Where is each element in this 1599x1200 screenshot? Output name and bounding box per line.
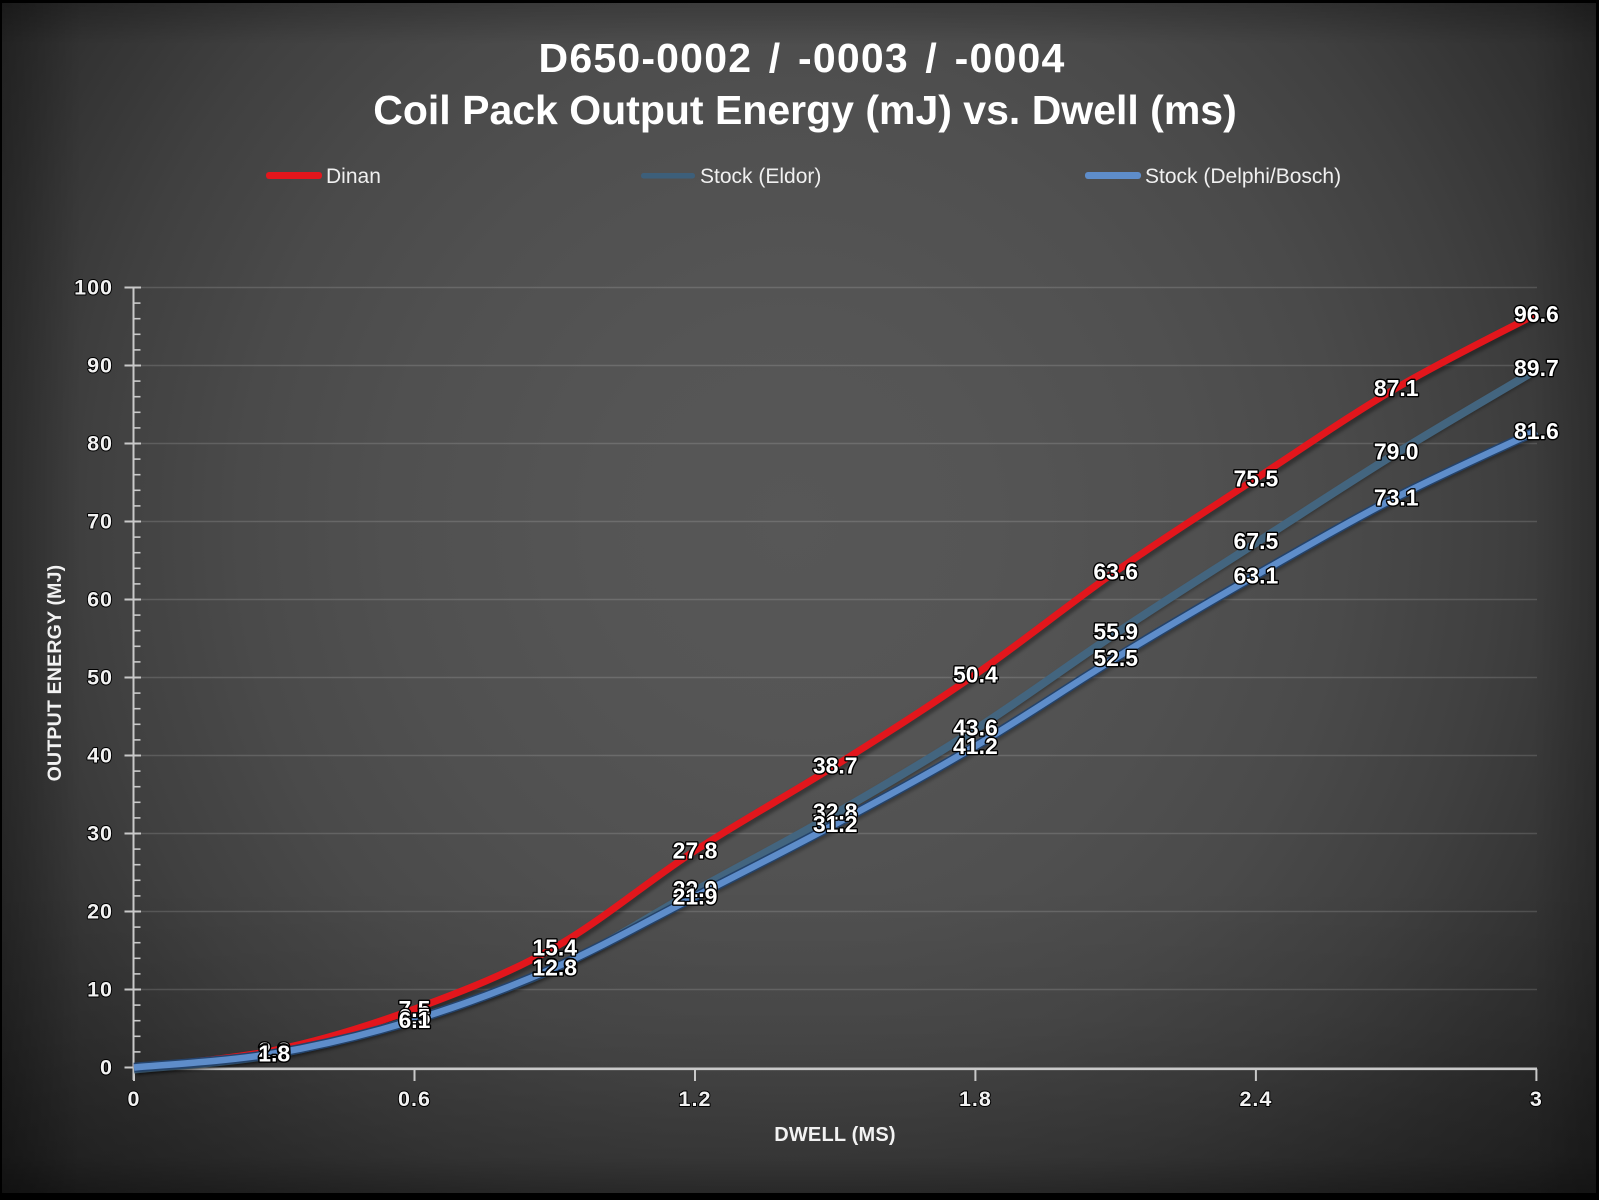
svg-text:15.4: 15.4 — [532, 934, 577, 960]
svg-text:50: 50 — [87, 666, 113, 690]
svg-text:DWELL (MS): DWELL (MS) — [774, 1124, 896, 1146]
svg-text:43.6: 43.6 — [953, 714, 998, 740]
svg-text:79.0: 79.0 — [1374, 438, 1419, 464]
svg-text:D650-0002 / -0003 / -0004: D650-0002 / -0003 / -0004 — [539, 35, 1066, 81]
svg-text:Coil Pack Output Energy (mJ) v: Coil Pack Output Energy (mJ) vs. Dwell (… — [373, 87, 1236, 133]
svg-text:75.5: 75.5 — [1234, 466, 1279, 492]
svg-text:81.6: 81.6 — [1514, 418, 1559, 444]
svg-text:87.1: 87.1 — [1374, 375, 1419, 401]
svg-text:Dinan: Dinan — [326, 165, 381, 188]
svg-text:27.8: 27.8 — [673, 838, 718, 864]
svg-text:67.5: 67.5 — [1234, 528, 1279, 554]
svg-text:96.6: 96.6 — [1514, 301, 1559, 327]
svg-text:73.1: 73.1 — [1374, 484, 1419, 510]
svg-text:38.7: 38.7 — [813, 753, 858, 779]
svg-text:6.5: 6.5 — [399, 1004, 431, 1030]
svg-text:55.9: 55.9 — [1093, 619, 1138, 645]
svg-text:Stock (Eldor): Stock (Eldor) — [700, 165, 821, 188]
svg-text:40: 40 — [87, 744, 113, 768]
svg-text:0.6: 0.6 — [398, 1087, 431, 1111]
svg-text:100: 100 — [74, 276, 113, 300]
svg-text:60: 60 — [87, 588, 113, 612]
svg-text:80: 80 — [87, 432, 113, 456]
svg-text:1.2: 1.2 — [679, 1087, 712, 1111]
svg-text:90: 90 — [87, 354, 113, 378]
svg-text:21.9: 21.9 — [673, 884, 718, 910]
svg-text:89.7: 89.7 — [1514, 355, 1559, 381]
svg-text:31.2: 31.2 — [813, 811, 858, 837]
svg-text:30: 30 — [87, 822, 113, 846]
svg-text:12.8: 12.8 — [532, 955, 577, 981]
svg-text:0: 0 — [100, 1056, 113, 1080]
svg-text:1.9: 1.9 — [258, 1040, 290, 1066]
svg-text:32.8: 32.8 — [813, 799, 858, 825]
svg-text:Stock (Delphi/Bosch): Stock (Delphi/Bosch) — [1145, 165, 1341, 188]
svg-text:52.5: 52.5 — [1093, 645, 1138, 671]
svg-text:50.4: 50.4 — [953, 661, 998, 687]
svg-text:2.2: 2.2 — [258, 1037, 290, 1063]
svg-text:0: 0 — [128, 1087, 141, 1111]
svg-text:1.8: 1.8 — [258, 1041, 290, 1067]
svg-text:OUTPUT ENERGY (MJ): OUTPUT ENERGY (MJ) — [44, 565, 66, 782]
svg-text:63.1: 63.1 — [1234, 562, 1279, 588]
svg-text:41.2: 41.2 — [953, 733, 998, 759]
svg-text:7.5: 7.5 — [399, 996, 431, 1022]
svg-text:3: 3 — [1530, 1087, 1543, 1111]
svg-text:6.1: 6.1 — [399, 1007, 431, 1033]
svg-text:22.9: 22.9 — [673, 876, 718, 902]
svg-text:2.4: 2.4 — [1239, 1087, 1272, 1111]
svg-text:10: 10 — [87, 978, 113, 1002]
svg-text:1.8: 1.8 — [959, 1087, 992, 1111]
svg-text:70: 70 — [87, 510, 113, 534]
svg-text:12.9: 12.9 — [532, 954, 577, 980]
svg-text:63.6: 63.6 — [1093, 558, 1138, 584]
svg-text:20: 20 — [87, 900, 113, 924]
